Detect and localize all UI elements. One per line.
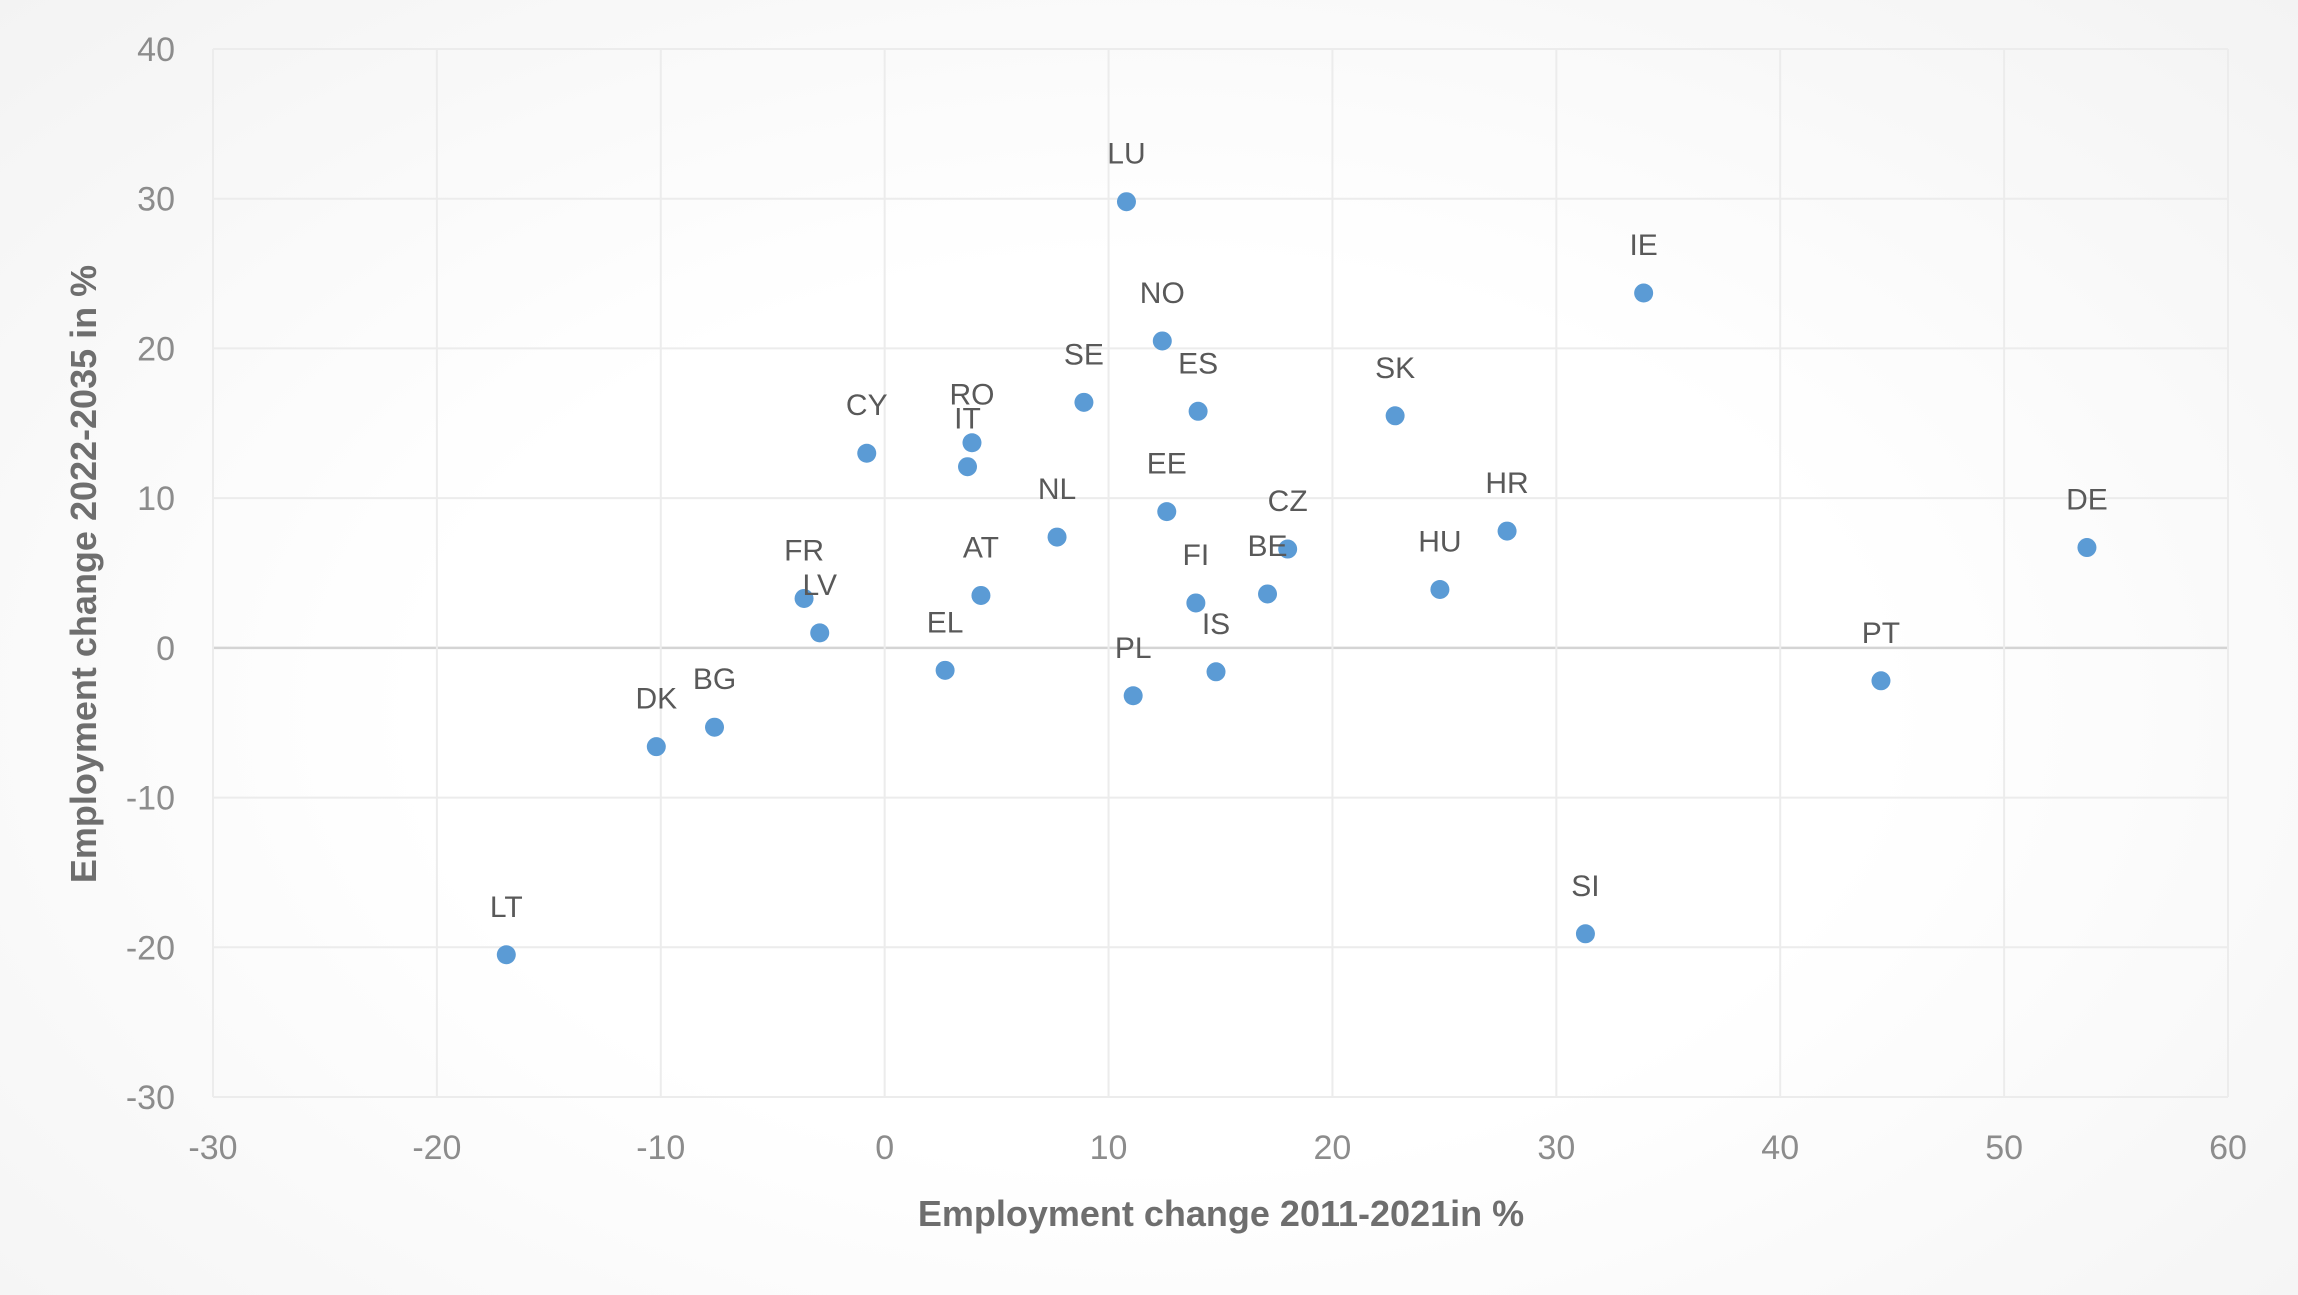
- data-label-dk: DK: [635, 683, 677, 716]
- y-tick-label: 40: [137, 31, 175, 69]
- data-point-cz: [1278, 539, 1298, 559]
- x-tick-label: 50: [1985, 1129, 2023, 1167]
- data-point-se: [1074, 392, 1094, 412]
- data-point-it: [958, 457, 978, 477]
- data-label-lt: LT: [490, 891, 523, 924]
- x-tick-label: 40: [1761, 1129, 1799, 1167]
- x-tick-label: 0: [875, 1129, 894, 1167]
- data-label-de: DE: [2066, 484, 2108, 517]
- x-tick-label: -10: [636, 1129, 685, 1167]
- data-label-at: AT: [963, 531, 999, 564]
- y-axis-title: Employment change 2022-2035 in %: [63, 265, 104, 883]
- data-label-no: NO: [1140, 277, 1185, 310]
- data-label-cz: CZ: [1268, 485, 1308, 518]
- x-tick-label: 20: [1314, 1129, 1352, 1167]
- x-tick-label: -30: [188, 1129, 237, 1167]
- data-point-fr: [794, 588, 814, 608]
- data-label-be: BE: [1248, 530, 1288, 563]
- data-point-el: [935, 660, 955, 680]
- y-tick-label: -30: [126, 1079, 175, 1117]
- data-point-fi: [1186, 593, 1206, 613]
- data-label-is: IS: [1202, 608, 1230, 641]
- data-point-lu: [1116, 192, 1136, 212]
- data-label-lv: LV: [803, 569, 837, 602]
- data-point-si: [1575, 924, 1595, 944]
- data-label-hr: HR: [1485, 467, 1528, 500]
- y-tick-label: 10: [137, 480, 175, 518]
- data-label-ee: EE: [1147, 448, 1187, 481]
- data-point-hu: [1430, 579, 1450, 599]
- data-point-ro: [962, 433, 982, 453]
- data-point-nl: [1047, 527, 1067, 547]
- data-point-at: [971, 585, 991, 605]
- x-tick-label: 60: [2209, 1129, 2247, 1167]
- data-point-pl: [1123, 686, 1143, 706]
- data-point-be: [1258, 584, 1278, 604]
- data-point-es: [1188, 401, 1208, 421]
- data-points: [496, 192, 2097, 965]
- y-tick-label: -10: [126, 780, 175, 818]
- x-tick-label: 10: [1090, 1129, 1128, 1167]
- data-label-pl: PL: [1115, 632, 1152, 665]
- data-point-de: [2077, 538, 2097, 558]
- y-tick-label: 0: [156, 630, 175, 668]
- data-point-no: [1152, 331, 1172, 351]
- data-point-bg: [705, 717, 725, 737]
- y-tick-label: -20: [126, 929, 175, 967]
- data-label-hu: HU: [1418, 525, 1461, 558]
- data-point-ee: [1157, 502, 1177, 522]
- data-label-el: EL: [927, 606, 964, 639]
- data-point-pt: [1871, 671, 1891, 691]
- x-axis-title: Employment change 2011-2021in %: [918, 1193, 1524, 1234]
- data-label-bg: BG: [693, 663, 736, 696]
- data-label-pt: PT: [1862, 617, 1900, 650]
- data-label-si: SI: [1571, 870, 1599, 903]
- data-point-is: [1206, 662, 1226, 682]
- y-axis-ticks: -30 -20 -10 0 10 20 30 40: [126, 31, 175, 1117]
- data-label-ie: IE: [1629, 229, 1657, 262]
- data-point-hr: [1497, 521, 1517, 541]
- data-label-cy: CY: [846, 389, 888, 422]
- data-point-ie: [1634, 283, 1654, 303]
- data-labels: LU IE NO SE ES SK RO CY IT EE HR NL DE CZ HU BE AT FR FI LV…: [490, 138, 2108, 924]
- data-label-fi: FI: [1183, 539, 1210, 572]
- data-label-sk: SK: [1375, 352, 1415, 385]
- data-point-dk: [646, 737, 666, 757]
- x-axis-ticks: -30 -20 -10 0 10 20 30 40 50 60: [188, 1129, 2246, 1167]
- data-label-ro: RO: [949, 379, 994, 412]
- data-point-cy: [857, 443, 877, 463]
- gridlines: [212, 48, 2229, 1098]
- data-label-it: IT: [954, 403, 981, 436]
- data-point-sk: [1385, 406, 1405, 426]
- data-point-lt: [496, 945, 516, 965]
- data-label-es: ES: [1178, 347, 1218, 380]
- data-label-se: SE: [1064, 338, 1104, 371]
- data-point-lv: [810, 623, 830, 643]
- data-label-lu: LU: [1107, 138, 1145, 171]
- data-label-nl: NL: [1038, 473, 1076, 506]
- x-tick-label: 30: [1537, 1129, 1575, 1167]
- y-tick-label: 30: [137, 181, 175, 219]
- y-tick-label: 20: [137, 330, 175, 368]
- x-tick-label: -20: [412, 1129, 461, 1167]
- data-label-fr: FR: [784, 534, 824, 567]
